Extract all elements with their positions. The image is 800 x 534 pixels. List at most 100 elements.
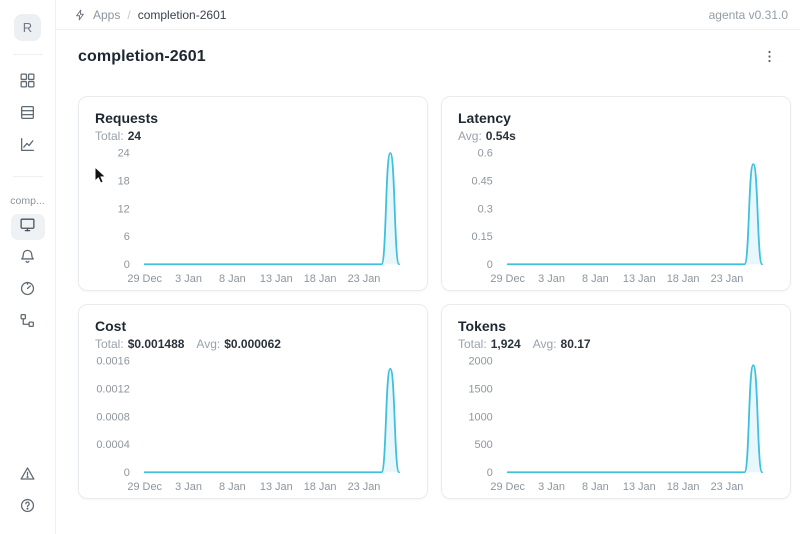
- sidebar: R comp...: [0, 0, 56, 534]
- svg-text:0: 0: [487, 259, 493, 271]
- svg-text:13 Jan: 13 Jan: [260, 273, 293, 285]
- sidebar-divider: [12, 54, 43, 55]
- topbar: Apps / completion-2601 agenta v0.31.0: [56, 0, 800, 30]
- stat-pair: Avg: 80.17: [532, 337, 591, 351]
- svg-text:0.3: 0.3: [478, 203, 493, 215]
- grid-apps-icon: [19, 72, 36, 94]
- svg-text:13 Jan: 13 Jan: [623, 273, 656, 285]
- svg-text:500: 500: [475, 439, 493, 451]
- chart-stats: Total: $0.001488 Avg: $0.000062: [95, 337, 411, 351]
- chart-card-latency: Latency Avg: 0.54s 0 0.15 0.3 0.45 0.6 29 Dec 3…: [441, 96, 791, 291]
- page-menu-button[interactable]: [758, 48, 780, 70]
- line-chart[interactable]: 0 500 1000 1500 2000 29 Dec 3 Jan 8 Jan 13 Jan 18…: [458, 355, 774, 496]
- svg-text:3 Jan: 3 Jan: [175, 481, 202, 493]
- svg-text:0.15: 0.15: [472, 231, 493, 243]
- main-content: completion-2601 Requests Total: 24 0 6 12 18…: [56, 30, 800, 534]
- svg-text:12: 12: [118, 203, 130, 215]
- svg-text:23 Jan: 23 Jan: [711, 273, 744, 285]
- stat-pair: Total: 24: [95, 129, 142, 143]
- gauge-icon: [19, 280, 36, 302]
- kebab-icon: [763, 50, 776, 68]
- sidebar-divider: [12, 176, 43, 177]
- svg-text:18 Jan: 18 Jan: [304, 481, 337, 493]
- breadcrumb-separator: /: [127, 7, 131, 22]
- line-chart-icon: [19, 136, 36, 158]
- svg-text:18: 18: [118, 176, 130, 188]
- chart-stats: Avg: 0.54s: [458, 129, 774, 143]
- svg-text:0.6: 0.6: [478, 148, 493, 160]
- sidebar-item-playground[interactable]: [11, 246, 45, 272]
- svg-text:3 Jan: 3 Jan: [538, 273, 565, 285]
- table-icon: [19, 104, 36, 126]
- svg-text:8 Jan: 8 Jan: [219, 273, 246, 285]
- sidebar-item-apps[interactable]: [11, 70, 45, 96]
- stat-pair: Avg: 0.54s: [458, 129, 516, 143]
- svg-text:6: 6: [124, 231, 130, 243]
- chart-title: Cost: [95, 318, 127, 334]
- svg-text:29 Dec: 29 Dec: [490, 273, 525, 285]
- question-circle-icon: [19, 497, 36, 519]
- page-title: completion-2601: [78, 48, 206, 65]
- svg-text:29 Dec: 29 Dec: [490, 481, 525, 493]
- svg-text:24: 24: [118, 148, 130, 160]
- svg-text:0.0016: 0.0016: [96, 356, 129, 368]
- breadcrumb-current: completion-2601: [137, 7, 227, 22]
- stat-pair: Total: 1,924: [458, 337, 521, 351]
- alert-triangle-icon: [19, 465, 36, 487]
- sidebar-item-evaluations[interactable]: [11, 134, 45, 160]
- chart-title: Latency: [458, 110, 511, 126]
- svg-text:13 Jan: 13 Jan: [260, 481, 293, 493]
- svg-text:23 Jan: 23 Jan: [348, 481, 381, 493]
- chart-card-cost: Cost Total: $0.001488 Avg: $0.000062 0 0.000…: [78, 304, 428, 499]
- sidebar-item-observability[interactable]: [11, 278, 45, 304]
- svg-text:0: 0: [124, 259, 130, 271]
- svg-text:0: 0: [487, 467, 493, 479]
- breadcrumb: Apps / completion-2601: [74, 8, 226, 22]
- svg-text:1500: 1500: [468, 384, 492, 396]
- svg-text:0.0004: 0.0004: [96, 439, 129, 451]
- svg-text:29 Dec: 29 Dec: [127, 273, 162, 285]
- chart-title: Requests: [95, 110, 159, 126]
- svg-text:0.0008: 0.0008: [96, 411, 129, 423]
- svg-text:18 Jan: 18 Jan: [304, 273, 337, 285]
- app-version: agenta v0.31.0: [708, 7, 788, 22]
- chart-stats: Total: 1,924 Avg: 80.17: [458, 337, 774, 351]
- svg-text:23 Jan: 23 Jan: [711, 481, 744, 493]
- svg-text:8 Jan: 8 Jan: [219, 481, 246, 493]
- svg-text:3 Jan: 3 Jan: [538, 481, 565, 493]
- stat-pair: Total: $0.001488: [95, 337, 185, 351]
- workspace-avatar[interactable]: R: [14, 14, 41, 41]
- line-chart[interactable]: 0 0.0004 0.0008 0.0012 0.0016 29 Dec 3 Jan 8 Ja…: [95, 355, 411, 496]
- sidebar-item-traces[interactable]: [11, 310, 45, 336]
- stat-pair: Avg: $0.000062: [196, 337, 281, 351]
- svg-text:29 Dec: 29 Dec: [127, 481, 162, 493]
- monitor-icon: [19, 216, 36, 238]
- sidebar-item-datasets[interactable]: [11, 102, 45, 128]
- svg-text:2000: 2000: [468, 356, 492, 368]
- svg-text:0: 0: [124, 467, 130, 479]
- svg-text:23 Jan: 23 Jan: [348, 273, 381, 285]
- svg-text:18 Jan: 18 Jan: [667, 481, 700, 493]
- sidebar-item-report-issue[interactable]: [11, 463, 45, 489]
- svg-text:3 Jan: 3 Jan: [175, 273, 202, 285]
- chart-stats: Total: 24: [95, 129, 411, 143]
- metrics-grid: Requests Total: 24 0 6 12 18 24 29 Dec 3 Jan 8 J…: [78, 96, 791, 499]
- svg-text:18 Jan: 18 Jan: [667, 273, 700, 285]
- sidebar-item-overview[interactable]: [10, 214, 45, 240]
- svg-text:0.45: 0.45: [472, 176, 493, 188]
- line-chart[interactable]: 0 6 12 18 24 29 Dec 3 Jan 8 Jan 13 Jan 18 Jan 23 J…: [95, 147, 411, 288]
- tree-flow-icon: [19, 312, 36, 334]
- svg-text:13 Jan: 13 Jan: [623, 481, 656, 493]
- sidebar-app-label[interactable]: comp...: [10, 195, 45, 207]
- bolt-icon: [74, 9, 86, 21]
- svg-text:8 Jan: 8 Jan: [582, 273, 609, 285]
- svg-text:0.0012: 0.0012: [96, 384, 129, 396]
- svg-text:1000: 1000: [468, 411, 492, 423]
- sidebar-item-help[interactable]: [11, 495, 45, 521]
- breadcrumb-apps-link[interactable]: Apps: [93, 7, 121, 22]
- bell-icon: [19, 248, 36, 270]
- svg-text:8 Jan: 8 Jan: [582, 481, 609, 493]
- chart-title: Tokens: [458, 318, 506, 334]
- chart-card-requests: Requests Total: 24 0 6 12 18 24 29 Dec 3 Jan 8 J…: [78, 96, 428, 291]
- line-chart[interactable]: 0 0.15 0.3 0.45 0.6 29 Dec 3 Jan 8 Jan 13 Jan 18 …: [458, 147, 774, 288]
